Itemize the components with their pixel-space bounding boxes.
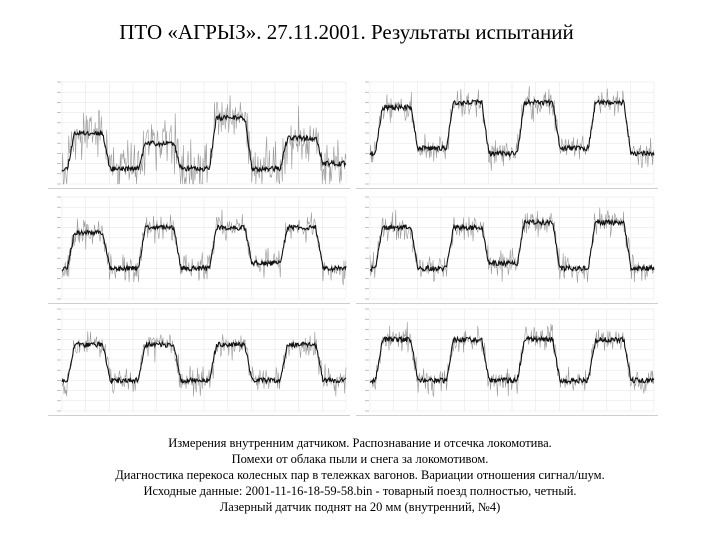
noise-trace	[61, 209, 347, 286]
signal-trace	[369, 218, 655, 273]
signal-chart	[365, 308, 655, 412]
chart-grid	[57, 196, 347, 300]
caption-line: Лазерный датчик поднят на 20 мм (внутрен…	[219, 500, 501, 514]
signal-chart	[365, 196, 655, 300]
chart-panel-6	[356, 305, 658, 416]
chart-panel-5	[48, 305, 350, 416]
chart-panel-1	[48, 78, 350, 189]
caption-line: Помехи от облака пыли и снега за локомот…	[231, 452, 489, 466]
chart-grid	[365, 81, 655, 185]
caption-line: Диагностика перекоса колесных пар в теле…	[115, 468, 605, 482]
chart-panel-4	[356, 193, 658, 304]
noise-trace	[61, 95, 347, 185]
signal-chart	[365, 81, 655, 185]
chart-panel-3	[48, 193, 350, 304]
caption-line: Измерения внутренним датчиком. Распознав…	[168, 436, 552, 450]
signal-trace	[61, 340, 347, 386]
signal-chart	[57, 81, 347, 185]
signal-trace	[369, 98, 655, 158]
slide-title: ПТО «АГРЫЗ». 27.11.2001. Результаты испы…	[119, 20, 574, 44]
chart-grid	[365, 308, 655, 412]
signal-chart	[57, 196, 347, 300]
signal-chart	[57, 308, 347, 412]
caption-line: Исходные данные: 2001-11-16-18-59-58.bin…	[143, 484, 577, 498]
signal-trace	[61, 223, 347, 273]
caption: Измерения внутренним датчиком. Распознав…	[60, 435, 660, 515]
signal-trace	[369, 335, 655, 385]
chart-grid	[57, 308, 347, 412]
chart-grid	[365, 196, 655, 300]
signal-trace	[61, 113, 347, 173]
chart-panel-2	[356, 78, 658, 189]
